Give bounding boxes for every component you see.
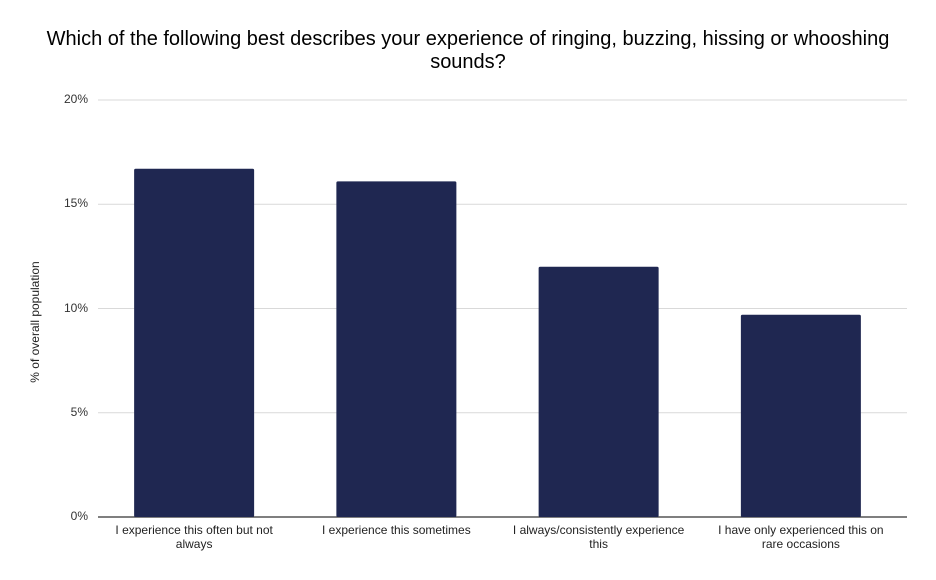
- y-tick-label: 5%: [70, 404, 88, 419]
- bar: [336, 181, 457, 517]
- x-tick-label: I experience this often but not always: [115, 523, 273, 551]
- bar: [740, 314, 861, 517]
- y-tick-label: 20%: [63, 92, 88, 106]
- bar: [538, 266, 659, 517]
- y-tick-label: 15%: [63, 196, 88, 211]
- y-tick-label: 10%: [63, 300, 88, 315]
- bar: [134, 168, 255, 517]
- x-tick-label: I have only experienced this on rare occ…: [718, 523, 884, 551]
- chart-title: Which of the following best describes yo…: [46, 28, 890, 73]
- x-tick-label: I experience this sometimes: [322, 523, 471, 537]
- y-tick-label: 0%: [70, 509, 88, 523]
- x-tick-label: I always/consistently experience this: [512, 523, 685, 551]
